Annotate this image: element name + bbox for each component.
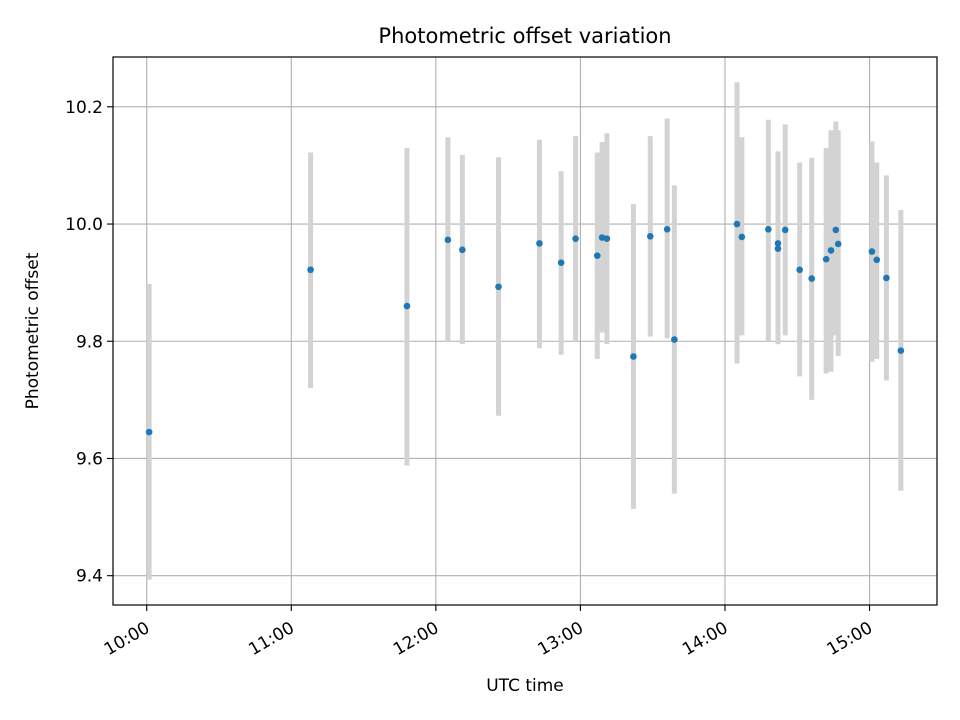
data-point bbox=[572, 235, 579, 242]
data-point bbox=[822, 255, 830, 263]
data-point bbox=[897, 347, 905, 354]
y-axis-label: Photometric offset bbox=[23, 252, 43, 409]
data-point bbox=[873, 256, 881, 264]
data-point bbox=[765, 226, 772, 233]
x-tick-label: 10:00 bbox=[101, 618, 153, 660]
data-point bbox=[663, 226, 671, 233]
x-tick-label: 15:00 bbox=[824, 618, 876, 660]
data-point bbox=[827, 247, 835, 254]
data-points bbox=[145, 220, 905, 436]
data-point bbox=[145, 428, 153, 436]
data-point bbox=[733, 220, 741, 228]
data-point bbox=[796, 266, 803, 274]
data-point bbox=[868, 248, 876, 255]
data-point bbox=[459, 246, 466, 254]
data-point bbox=[630, 353, 637, 360]
y-tick-label: 9.4 bbox=[76, 567, 103, 587]
data-point bbox=[781, 226, 789, 234]
data-point bbox=[883, 274, 890, 282]
x-axis-label: UTC time bbox=[486, 676, 564, 696]
data-point bbox=[646, 233, 654, 240]
data-point bbox=[403, 302, 411, 310]
x-tick-label: 13:00 bbox=[535, 618, 587, 660]
data-point bbox=[774, 245, 782, 252]
data-point bbox=[603, 235, 611, 242]
data-point bbox=[444, 236, 452, 244]
data-point bbox=[774, 240, 782, 247]
x-tick-label: 11:00 bbox=[245, 618, 297, 660]
data-point bbox=[593, 252, 601, 259]
plot-frame bbox=[112, 56, 938, 606]
data-point bbox=[671, 336, 678, 343]
y-tick-label: 9.8 bbox=[76, 332, 103, 352]
data-point bbox=[738, 233, 746, 241]
chart-title: Photometric offset variation bbox=[378, 24, 671, 48]
data-point bbox=[495, 283, 502, 291]
y-tick-label: 10.0 bbox=[65, 215, 103, 235]
data-point bbox=[536, 240, 543, 247]
error-bars bbox=[146, 82, 904, 580]
y-tick-label: 9.6 bbox=[76, 449, 103, 469]
x-tick-label: 14:00 bbox=[679, 618, 731, 660]
x-tick-label: 12:00 bbox=[390, 618, 442, 660]
data-point bbox=[307, 266, 314, 274]
data-point bbox=[832, 226, 840, 234]
y-tick-label: 10.2 bbox=[65, 98, 103, 118]
data-point bbox=[557, 259, 565, 267]
y-axis-ticks: 9.4 9.6 9.8 10.0 10.2 bbox=[65, 98, 113, 587]
data-point bbox=[834, 240, 842, 248]
x-axis-ticks: 10:00 11:00 12:00 13:00 14:00 15:00 bbox=[101, 605, 876, 660]
data-point bbox=[808, 275, 816, 282]
